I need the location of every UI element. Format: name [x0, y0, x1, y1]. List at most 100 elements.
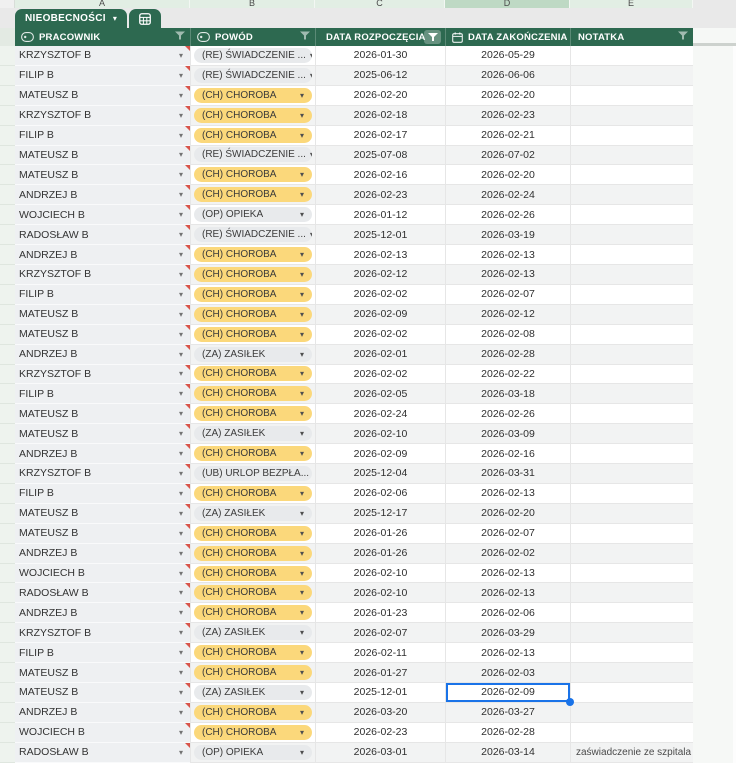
start-date-cell[interactable]: 2025-12-17 — [315, 503, 445, 524]
start-date-cell[interactable]: 2025-06-12 — [315, 65, 445, 86]
reason-cell[interactable]: (ZA) ZASIŁEK ▾ — [190, 424, 315, 445]
dropdown-arrow-icon[interactable]: ▾ — [178, 190, 183, 200]
reason-cell[interactable]: (CH) CHOROBA ▾ — [190, 483, 315, 504]
reason-chip[interactable]: (ZA) ZASIŁEK ▾ — [194, 346, 312, 362]
employee-cell[interactable]: FILIP B ▾ — [15, 643, 190, 664]
filter-icon[interactable] — [300, 31, 310, 43]
reason-chip[interactable]: (CH) CHOROBA ▾ — [194, 167, 312, 183]
chip-dropdown-arrow-icon[interactable]: ▾ — [299, 409, 304, 419]
start-date-cell[interactable]: 2026-02-02 — [315, 324, 445, 345]
chip-dropdown-arrow-icon[interactable]: ▾ — [299, 707, 304, 717]
reason-cell[interactable]: (CH) CHOROBA ▾ — [190, 264, 315, 285]
chip-dropdown-arrow-icon[interactable]: ▾ — [309, 70, 312, 80]
note-cell[interactable]: zaświadczenie ze szpitala — [570, 742, 693, 763]
chip-dropdown-arrow-icon[interactable]: ▾ — [299, 389, 304, 399]
chip-dropdown-arrow-icon[interactable]: ▾ — [299, 190, 304, 200]
reason-cell[interactable]: (CH) CHOROBA ▾ — [190, 523, 315, 544]
note-cell[interactable] — [570, 702, 693, 723]
reason-chip[interactable]: (RE) ŚWIADCZENIE ... ▾ — [194, 47, 312, 63]
start-date-cell[interactable]: 2026-02-17 — [315, 125, 445, 146]
dropdown-arrow-icon[interactable]: ▾ — [178, 70, 183, 80]
end-date-cell[interactable]: 2026-03-18 — [445, 384, 570, 405]
reason-chip[interactable]: (ZA) ZASIŁEK ▾ — [194, 625, 312, 641]
reason-chip[interactable]: (CH) CHOROBA ▾ — [194, 565, 312, 581]
note-cell[interactable] — [570, 344, 693, 365]
chip-dropdown-arrow-icon[interactable]: ▾ — [299, 588, 304, 598]
start-date-cell[interactable]: 2026-02-02 — [315, 364, 445, 385]
chip-dropdown-arrow-icon[interactable]: ▾ — [299, 429, 304, 439]
chip-dropdown-arrow-icon[interactable]: ▾ — [299, 747, 304, 757]
end-date-cell[interactable]: 2026-02-09 — [445, 683, 574, 706]
end-date-cell[interactable]: 2026-02-13 — [445, 583, 570, 604]
employee-cell[interactable]: WOJCIECH B ▾ — [15, 205, 190, 226]
dropdown-arrow-icon[interactable]: ▾ — [178, 230, 183, 240]
column-letter-b[interactable]: B — [190, 0, 315, 8]
note-cell[interactable] — [570, 603, 693, 624]
reason-cell[interactable]: (CH) CHOROBA ▾ — [190, 702, 315, 723]
chip-dropdown-arrow-icon[interactable]: ▾ — [299, 130, 304, 140]
end-date-cell[interactable]: 2026-02-26 — [445, 205, 570, 226]
filter-icon[interactable] — [678, 31, 688, 43]
start-date-cell[interactable]: 2026-02-09 — [315, 444, 445, 465]
chip-dropdown-arrow-icon[interactable]: ▾ — [299, 508, 304, 518]
dropdown-arrow-icon[interactable]: ▾ — [178, 369, 183, 379]
filter-button[interactable] — [424, 30, 441, 44]
start-date-cell[interactable]: 2025-12-01 — [315, 225, 445, 246]
reason-chip[interactable]: (CH) CHOROBA ▾ — [194, 286, 312, 302]
note-cell[interactable] — [570, 483, 693, 504]
dropdown-arrow-icon[interactable]: ▾ — [178, 269, 183, 279]
dropdown-arrow-icon[interactable]: ▾ — [178, 289, 183, 299]
dropdown-arrow-icon[interactable]: ▾ — [178, 548, 183, 558]
note-cell[interactable] — [570, 125, 693, 146]
chip-dropdown-arrow-icon[interactable]: ▾ — [299, 548, 304, 558]
employee-cell[interactable]: ANDRZEJ B ▾ — [15, 603, 190, 624]
end-date-cell[interactable]: 2026-02-20 — [445, 165, 570, 186]
dropdown-arrow-icon[interactable]: ▾ — [178, 668, 183, 678]
reason-cell[interactable]: (CH) CHOROBA ▾ — [190, 245, 315, 265]
note-cell[interactable] — [570, 185, 693, 206]
reason-cell[interactable]: (UB) URLOP BEZPŁA... ▾ — [190, 464, 315, 484]
reason-chip[interactable]: (CH) CHOROBA ▾ — [194, 605, 312, 621]
reason-chip[interactable]: (CH) CHOROBA ▾ — [194, 266, 312, 282]
start-date-cell[interactable]: 2026-02-12 — [315, 264, 445, 285]
reason-cell[interactable]: (CH) CHOROBA ▾ — [190, 185, 315, 206]
employee-cell[interactable]: ANDRZEJ B ▾ — [15, 444, 190, 465]
reason-chip[interactable]: (CH) CHOROBA ▾ — [194, 326, 312, 342]
reason-chip[interactable]: (CH) CHOROBA ▾ — [194, 645, 312, 661]
reason-chip[interactable]: (CH) CHOROBA ▾ — [194, 446, 312, 462]
start-date-cell[interactable]: 2026-01-27 — [315, 663, 445, 683]
reason-chip[interactable]: (UB) URLOP BEZPŁA... ▾ — [194, 465, 312, 481]
reason-cell[interactable]: (CH) CHOROBA ▾ — [190, 643, 315, 664]
column-header-data-zakonczenia[interactable]: DATA ZAKOŃCZENIA — [445, 28, 570, 46]
chip-dropdown-arrow-icon[interactable]: ▾ — [299, 329, 304, 339]
start-date-cell[interactable]: 2026-02-01 — [315, 344, 445, 365]
employee-cell[interactable]: KRZYSZTOF B ▾ — [15, 464, 190, 484]
reason-cell[interactable]: (OP) OPIEKA ▾ — [190, 742, 315, 763]
end-date-cell[interactable]: 2026-03-27 — [445, 702, 570, 723]
end-date-cell[interactable]: 2026-02-07 — [445, 523, 570, 544]
note-cell[interactable] — [570, 85, 693, 106]
reason-cell[interactable]: (CH) CHOROBA ▾ — [190, 324, 315, 345]
employee-cell[interactable]: RADOSŁAW B ▾ — [15, 225, 190, 246]
end-date-cell[interactable]: 2026-07-02 — [445, 145, 570, 166]
end-date-cell[interactable]: 2026-02-20 — [445, 85, 570, 106]
dropdown-arrow-icon[interactable]: ▾ — [178, 389, 183, 399]
employee-cell[interactable]: KRZYSZTOF B ▾ — [15, 623, 190, 644]
reason-cell[interactable]: (CH) CHOROBA ▾ — [190, 105, 315, 126]
employee-cell[interactable]: KRZYSZTOF B ▾ — [15, 264, 190, 285]
chip-dropdown-arrow-icon[interactable]: ▾ — [299, 170, 304, 180]
dropdown-arrow-icon[interactable]: ▾ — [178, 488, 183, 498]
dropdown-arrow-icon[interactable]: ▾ — [178, 468, 183, 478]
dropdown-arrow-icon[interactable]: ▾ — [178, 409, 183, 419]
start-date-cell[interactable]: 2025-12-04 — [315, 464, 445, 484]
note-cell[interactable] — [570, 623, 693, 644]
reason-chip[interactable]: (CH) CHOROBA ▾ — [194, 724, 312, 740]
note-cell[interactable] — [570, 245, 693, 265]
reason-chip[interactable]: (ZA) ZASIŁEK ▾ — [194, 426, 312, 442]
start-date-cell[interactable]: 2026-02-23 — [315, 722, 445, 743]
end-date-cell[interactable]: 2026-02-08 — [445, 324, 570, 345]
end-date-cell[interactable]: 2026-03-19 — [445, 225, 570, 246]
reason-chip[interactable]: (RE) ŚWIADCZENIE ... ▾ — [194, 67, 312, 83]
dropdown-arrow-icon[interactable]: ▾ — [178, 508, 183, 518]
dropdown-arrow-icon[interactable]: ▾ — [178, 170, 183, 180]
